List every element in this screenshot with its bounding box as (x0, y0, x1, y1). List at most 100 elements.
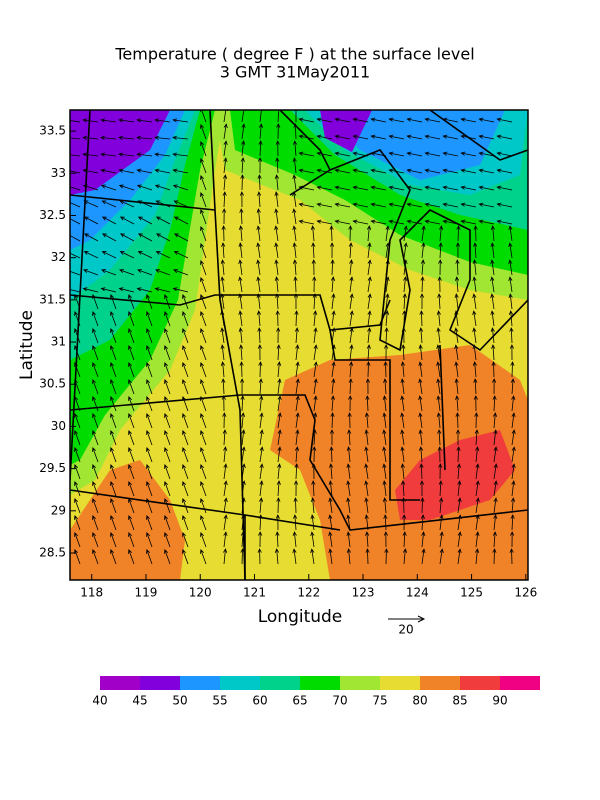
wind-arrow (70, 233, 81, 242)
wind-arrow (74, 447, 81, 463)
wind-arrow (241, 429, 246, 446)
wind-arrow (475, 463, 480, 480)
wind-arrow (496, 134, 513, 140)
y-tick-label: 29.5 (39, 461, 66, 475)
wind-arrow (293, 514, 298, 531)
wind-arrow (259, 446, 264, 463)
wind-arrow (401, 344, 406, 361)
wind-arrow (294, 327, 299, 344)
wind-arrow (182, 396, 189, 412)
wind-arrow (383, 514, 388, 531)
wind-arrow (200, 515, 207, 531)
wind-arrow (200, 192, 207, 208)
wind-arrow (382, 412, 387, 429)
wind-arrow (182, 328, 189, 344)
wind-arrow (438, 463, 443, 480)
reference-vector-label: 20 (398, 623, 413, 637)
wind-arrow (100, 184, 117, 191)
wind-arrow (146, 549, 153, 565)
wind-arrow (119, 233, 135, 242)
wind-arrow (388, 151, 405, 157)
wind-arrow (256, 242, 261, 259)
wind-arrow (137, 269, 153, 276)
contour-fill (270, 345, 528, 580)
wind-arrow (493, 480, 498, 497)
wind-arrow (348, 242, 353, 259)
wind-arrow (439, 497, 444, 514)
wind-arrow (164, 481, 171, 497)
wind-arrow (154, 287, 171, 293)
wind-arrow (406, 168, 423, 174)
wind-arrow (182, 430, 189, 446)
wind-arrow (82, 184, 99, 191)
wind-arrow (182, 549, 189, 565)
wind-arrow (294, 480, 299, 497)
wind-arrow (352, 117, 369, 123)
wind-arrow (182, 294, 189, 310)
wind-arrow (200, 226, 207, 242)
reference-vector (388, 615, 426, 623)
wind-arrow (442, 185, 459, 191)
wind-arrow (329, 242, 335, 259)
wind-arrow (74, 396, 81, 412)
wind-arrow (221, 242, 226, 259)
wind-arrow (74, 430, 81, 446)
wind-arrow (154, 135, 171, 140)
wind-arrow (385, 259, 390, 276)
wind-arrow (334, 219, 351, 225)
wind-arrow (347, 429, 352, 446)
wind-arrow (146, 396, 153, 412)
wind-arrow (146, 481, 153, 497)
wind-arrow (295, 361, 300, 378)
wind-arrow (295, 378, 300, 395)
wind-arrow (384, 310, 390, 327)
wind-arrow (419, 293, 425, 310)
colorbar: 40 45 50 55 60 65 70 75 80 85 90 (92, 676, 540, 708)
wind-arrow (402, 531, 407, 548)
wind-arrow (472, 361, 477, 378)
wind-arrow (298, 219, 315, 225)
wind-arrow (128, 549, 135, 565)
wind-arrow (442, 134, 459, 140)
wind-arrow (100, 135, 117, 140)
wind-arrow (292, 225, 297, 242)
wind-arrow (274, 225, 279, 242)
wind-arrow (364, 429, 369, 446)
colorbar-label: 85 (452, 694, 467, 708)
wind-arrow (364, 514, 369, 531)
wind-arrow (182, 464, 189, 480)
wind-arrow (128, 515, 135, 531)
wind-arrow (241, 140, 246, 157)
wind-arrow (460, 185, 477, 191)
wind-arrow (331, 327, 336, 344)
wind-arrow (292, 531, 297, 548)
wind-arrow (472, 327, 477, 344)
wind-arrow (222, 429, 227, 446)
wind-arrow (510, 378, 515, 395)
wind-arrow (454, 310, 459, 327)
wind-arrow (511, 429, 516, 446)
wind-arrow (110, 498, 117, 514)
wind-arrow (454, 361, 459, 378)
y-tick-label: 32 (51, 250, 66, 264)
wind-arrow (474, 429, 479, 446)
wind-arrow (346, 463, 351, 480)
wind-arrow (74, 481, 81, 497)
colorbar-swatch (500, 676, 540, 690)
wind-arrow (238, 293, 243, 310)
wind-arrow (437, 276, 442, 293)
wind-arrow (239, 191, 244, 208)
wind-arrow (455, 412, 460, 429)
y-tick-label: 33.5 (39, 124, 66, 138)
wind-arrow (221, 225, 226, 242)
wind-arrow (346, 531, 351, 548)
wind-arrow (238, 242, 243, 259)
wind-arrow (473, 378, 478, 395)
wind-arrow (328, 514, 333, 531)
wind-arrow (496, 202, 513, 208)
colorbar-label: 45 (132, 694, 147, 708)
wind-arrow (478, 202, 495, 208)
wind-arrow (241, 123, 246, 140)
wind-arrow (460, 219, 477, 225)
wind-arrow (492, 378, 497, 395)
